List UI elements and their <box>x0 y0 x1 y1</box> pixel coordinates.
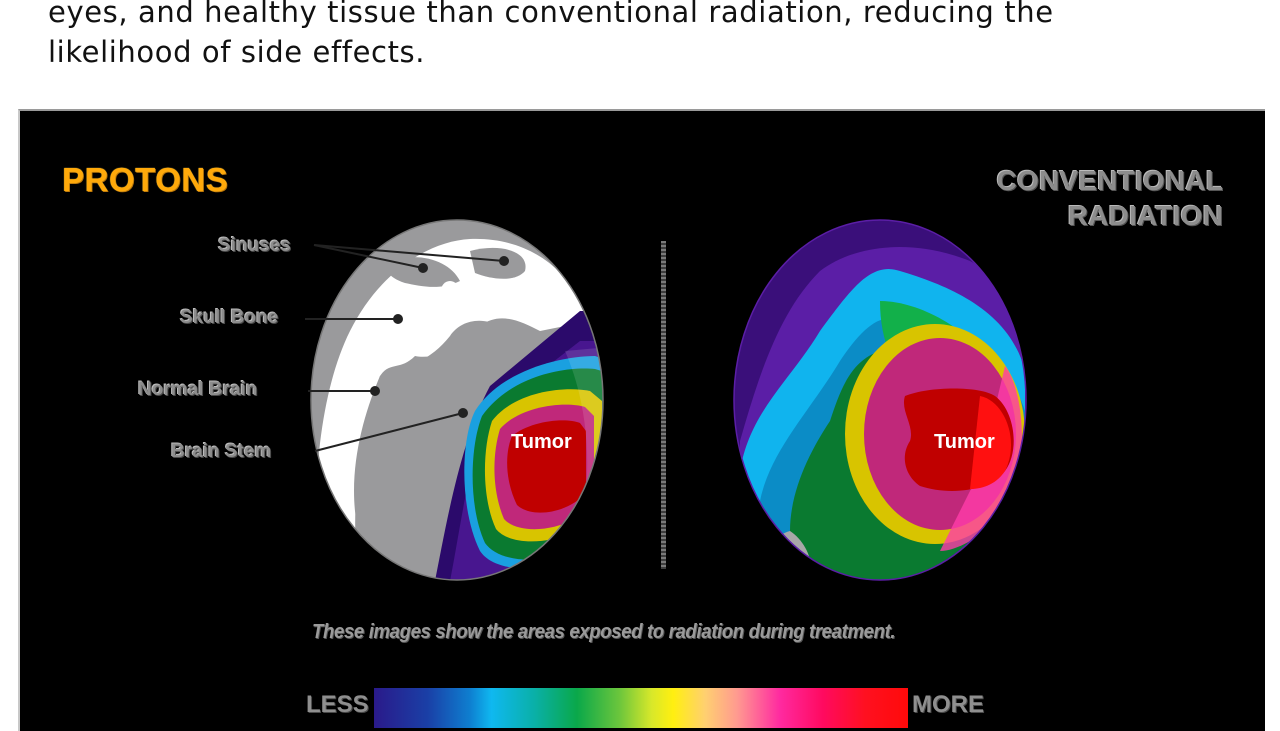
anatomy-leader-lines <box>305 244 509 452</box>
label-normal-brain: Normal Brain <box>138 379 258 400</box>
protons-title: PROTONS <box>62 161 229 198</box>
head-scan-illustrations: Tumor Tumor <box>305 219 1027 581</box>
right-tumor-label: Tumor <box>934 431 995 453</box>
label-skull-bone: Skull Bone <box>180 307 279 328</box>
intro-text: eyes, and healthy tissue than convention… <box>48 0 1248 72</box>
radiation-comparison-figure: PROTONS CONVENTIONAL RADIATION <box>18 109 1265 731</box>
dose-color-scale <box>374 688 908 728</box>
conventional-title-line-1: CONVENTIONAL <box>996 165 1223 196</box>
protons-head-scan <box>311 220 603 580</box>
intro-line-1: eyes, and healthy tissue than convention… <box>48 0 1054 29</box>
intro-line-2: likelihood of side effects. <box>48 35 426 69</box>
conventional-head-scan <box>734 220 1026 580</box>
figure-caption: These images show the areas exposed to r… <box>312 621 896 643</box>
left-tumor-label: Tumor <box>511 431 572 453</box>
vertical-divider <box>661 241 666 569</box>
label-brain-stem: Brain Stem <box>171 441 272 462</box>
legend-less-label: LESS <box>306 691 369 718</box>
label-sinuses: Sinuses <box>218 235 291 256</box>
conventional-radiation-title: CONVENTIONAL RADIATION <box>997 163 1223 233</box>
conventional-title-line-2: RADIATION <box>1067 200 1223 231</box>
legend-more-label: MORE <box>912 691 984 718</box>
